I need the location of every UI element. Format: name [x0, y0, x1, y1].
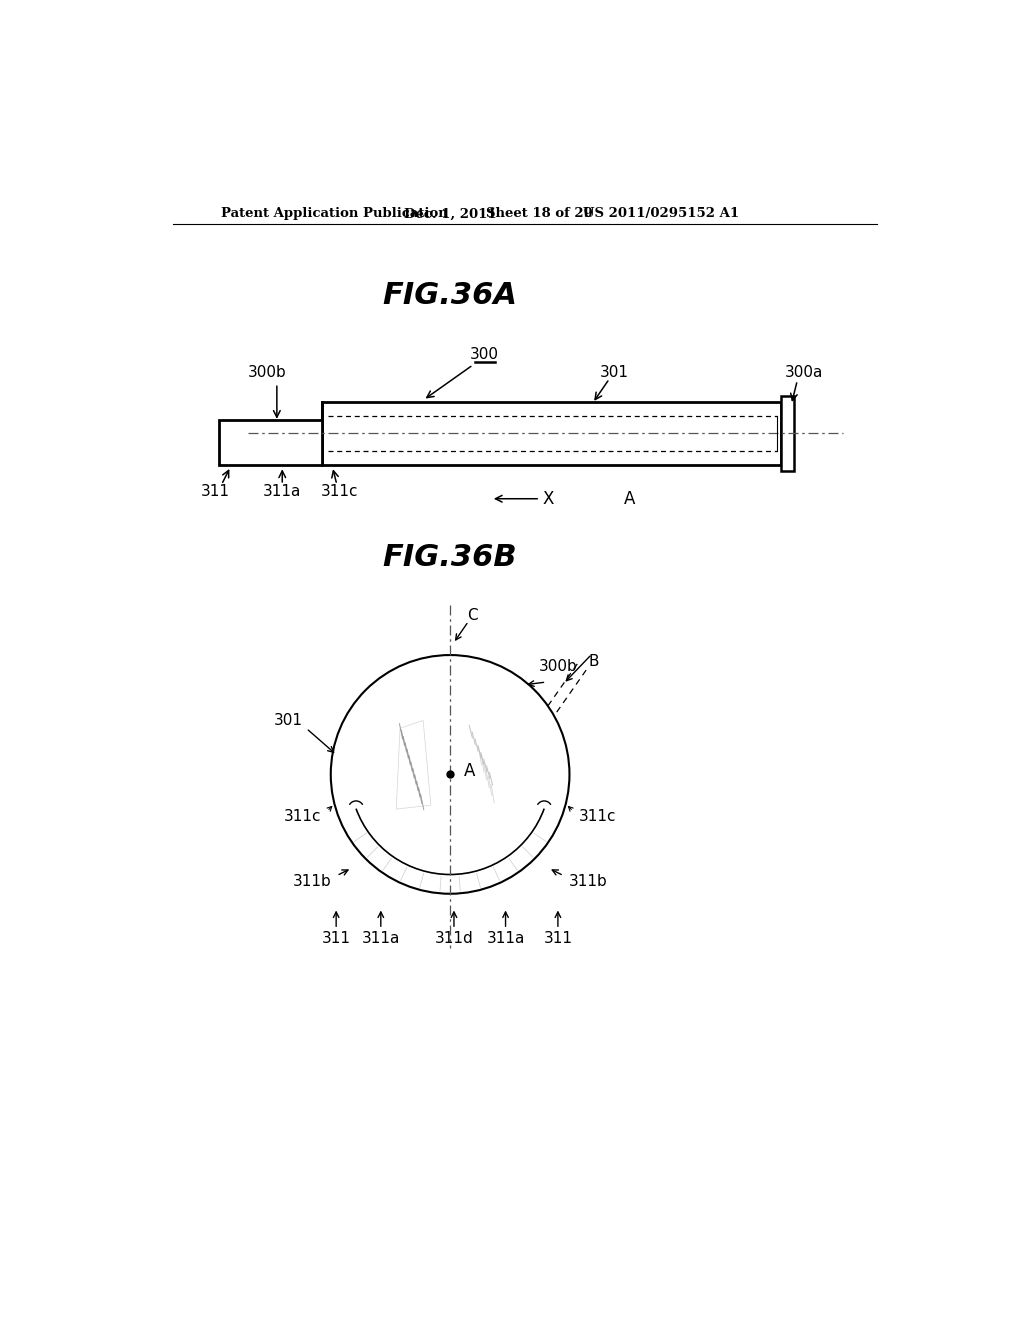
Text: 311c: 311c — [579, 809, 616, 824]
Text: 311a: 311a — [486, 931, 524, 946]
Text: 300b: 300b — [248, 364, 287, 380]
Text: 311b: 311b — [569, 874, 608, 890]
Bar — [781, 396, 794, 471]
Text: 311c: 311c — [284, 809, 322, 824]
Text: US 2011/0295152 A1: US 2011/0295152 A1 — [584, 207, 739, 220]
Text: 300: 300 — [470, 347, 500, 362]
Text: 311a: 311a — [361, 931, 400, 946]
Text: 311b: 311b — [292, 874, 331, 890]
Text: 311: 311 — [322, 931, 350, 946]
Circle shape — [331, 655, 569, 894]
Text: 311c: 311c — [322, 483, 358, 499]
Text: C: C — [467, 607, 477, 623]
Text: 300a: 300a — [785, 364, 823, 380]
Text: 311: 311 — [201, 483, 229, 499]
Text: Sheet 18 of 29: Sheet 18 of 29 — [486, 207, 593, 220]
Text: 300b: 300b — [539, 659, 578, 675]
Text: Dec. 1, 2011: Dec. 1, 2011 — [403, 207, 497, 220]
Text: 301: 301 — [600, 364, 629, 380]
Bar — [322, 401, 781, 465]
Text: Patent Application Publication: Patent Application Publication — [221, 207, 449, 220]
Text: B: B — [588, 655, 599, 669]
Text: 311a: 311a — [263, 483, 301, 499]
Text: X: X — [543, 490, 554, 508]
Text: 311: 311 — [544, 931, 572, 946]
Text: 301: 301 — [273, 713, 303, 729]
Text: FIG.36A: FIG.36A — [383, 281, 517, 310]
Text: A: A — [624, 490, 635, 508]
Text: 311d: 311d — [434, 931, 473, 946]
Text: FIG.36B: FIG.36B — [383, 543, 517, 572]
Text: A: A — [464, 762, 475, 780]
Bar — [219, 420, 322, 465]
